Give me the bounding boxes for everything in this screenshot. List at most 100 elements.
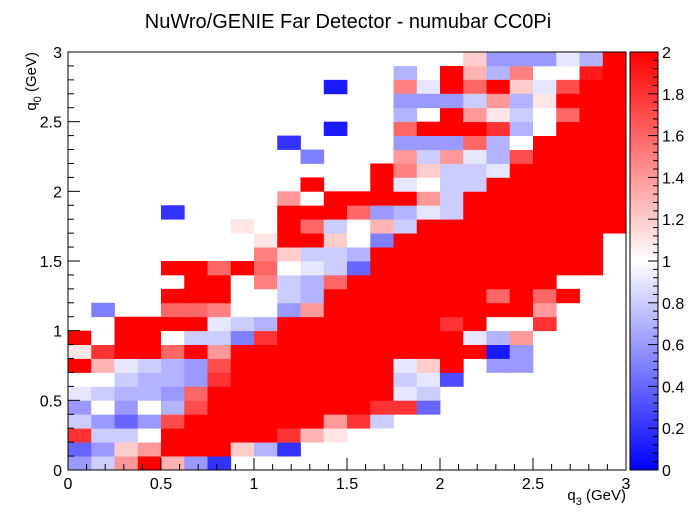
heatmap-cell [602, 121, 627, 136]
heatmap-cell [556, 65, 580, 81]
heatmap-cell [137, 428, 162, 443]
heatmap-cell [440, 247, 464, 262]
heatmap-cell [161, 400, 185, 415]
heatmap-cell [68, 414, 92, 429]
z-tick-label: 0.2 [662, 421, 684, 438]
heatmap-cell [91, 302, 115, 318]
heatmap-cell [509, 219, 534, 234]
heatmap-cell [184, 288, 208, 304]
heatmap-cell [277, 191, 301, 206]
heatmap-cell [509, 121, 534, 136]
heatmap-cell [161, 414, 185, 429]
heatmap-cell [463, 149, 487, 164]
heatmap-cell [440, 79, 464, 95]
heatmap-cell [486, 135, 511, 150]
heatmap-cell [440, 107, 464, 123]
heatmap-cell [91, 428, 115, 443]
heatmap-cell [393, 288, 418, 304]
heatmap-cell [509, 52, 534, 67]
heatmap-cell [347, 191, 371, 206]
heatmap-cell [486, 191, 511, 206]
heatmap-cell [416, 177, 441, 192]
x-tick-label: 1 [250, 476, 259, 493]
heatmap-cell [463, 205, 487, 220]
heatmap-cell [323, 414, 348, 429]
heatmap-cell [416, 219, 441, 234]
heatmap-cell [207, 261, 232, 276]
heatmap-cell [393, 205, 418, 220]
heatmap-cell [463, 302, 487, 318]
heatmap-cell [556, 79, 580, 95]
heatmap-cell [323, 191, 348, 206]
heatmap-cell [91, 344, 115, 359]
heatmap-cell [161, 358, 185, 373]
heatmap-cell [393, 65, 418, 81]
heatmap-cell [370, 219, 394, 234]
z-tick-label: 0.4 [662, 379, 684, 396]
heatmap-cell [416, 302, 441, 318]
heatmap-cell [277, 288, 301, 304]
heatmap-cell [184, 372, 208, 387]
heatmap-cell [486, 274, 511, 290]
heatmap-cell [254, 428, 278, 443]
heatmap-cell [579, 65, 604, 81]
heatmap-cell [440, 149, 464, 164]
heatmap-cell [486, 52, 511, 67]
heatmap-cell [463, 261, 487, 276]
heatmap-cell [509, 247, 534, 262]
heatmap-cell [323, 121, 348, 136]
heatmap-cell [161, 428, 185, 443]
heatmap-cell [230, 330, 255, 345]
heatmap-cell [440, 316, 464, 332]
heatmap-cell [463, 274, 487, 290]
heatmap-cell [323, 358, 348, 373]
heatmap-cell [114, 414, 139, 429]
heatmap-cell [300, 302, 325, 318]
x-tick-label: 0 [64, 476, 73, 493]
heatmap-cell [137, 330, 162, 345]
heatmap-cell [114, 386, 139, 401]
heatmap-cell [556, 233, 580, 248]
heatmap-cell [393, 247, 418, 262]
heatmap-cell [323, 344, 348, 359]
heatmap-cell [463, 288, 487, 304]
heatmap-cell [556, 261, 580, 276]
z-tick-label: 1.8 [662, 87, 684, 104]
heatmap-cell [393, 177, 418, 192]
heatmap-cell [370, 163, 394, 178]
heatmap-cell [416, 261, 441, 276]
heatmap-cell [347, 316, 371, 332]
heatmap-cell [161, 344, 185, 359]
heatmap-cell [230, 219, 255, 234]
heatmap-cell [230, 261, 255, 276]
heatmap-cell [68, 330, 92, 345]
heatmap-cell [184, 428, 208, 443]
heatmap-cell [486, 93, 511, 109]
heatmap-cells [68, 52, 627, 471]
heatmap-cell [370, 358, 394, 373]
heatmap-cell [486, 149, 511, 164]
heatmap-cell [300, 233, 325, 248]
heatmap-cell [509, 135, 534, 150]
x-axis-label: q3 (GeV) [567, 487, 626, 508]
heatmap-cell [416, 288, 441, 304]
heatmap-cell [509, 261, 534, 276]
heatmap-cell [463, 121, 487, 136]
heatmap-cell [300, 358, 325, 373]
heatmap-cell [230, 414, 255, 429]
heatmap-cell [533, 135, 557, 150]
heatmap-cell [68, 358, 92, 373]
heatmap-cell [463, 52, 487, 67]
heatmap-cell [370, 247, 394, 262]
heatmap-cell [207, 414, 232, 429]
heatmap-cell [509, 316, 534, 332]
heatmap-cell [393, 344, 418, 359]
heatmap-cell [137, 372, 162, 387]
heatmap-cell [556, 121, 580, 136]
heatmap-cell [184, 358, 208, 373]
heatmap-cell [323, 247, 348, 262]
heatmap-cell [602, 135, 627, 150]
heatmap-cell [277, 414, 301, 429]
heatmap-cell [533, 107, 557, 123]
heatmap-cell [277, 386, 301, 401]
